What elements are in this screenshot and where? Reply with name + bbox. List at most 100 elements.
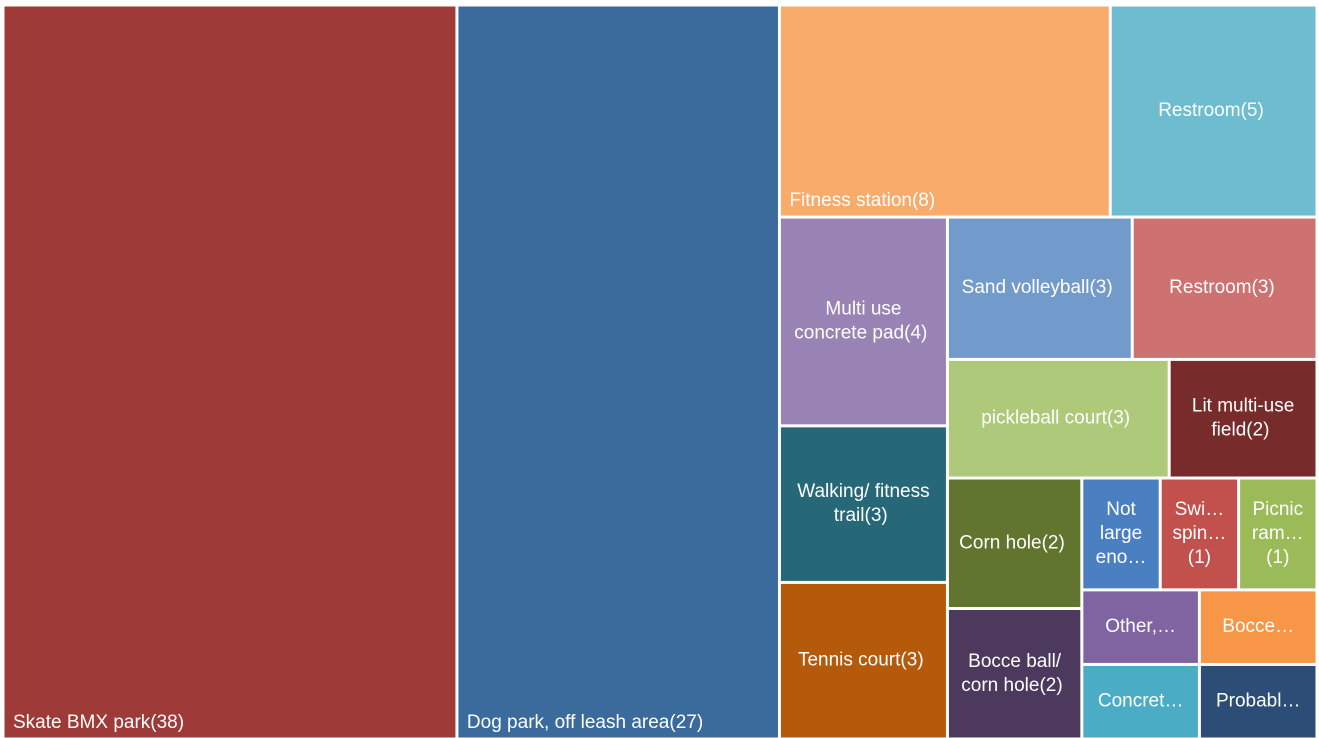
tile-label: Skate BMX park xyxy=(13,712,151,733)
tile-label: Dog park, off leash area xyxy=(467,712,670,733)
tile-label: Corn hole xyxy=(959,532,1041,553)
tile xyxy=(458,6,778,738)
tile xyxy=(780,218,946,425)
tile xyxy=(1083,479,1159,589)
tile-value-label: (3) xyxy=(900,650,923,671)
tile-label-line: Restroom xyxy=(1158,100,1240,121)
tile-value-label: (3) xyxy=(1089,277,1112,298)
tile xyxy=(1240,479,1316,589)
tile-label: Tennis court xyxy=(798,650,901,671)
tile-value-label: (2) xyxy=(1042,532,1065,553)
tile-value-text: (5) xyxy=(1241,100,1264,121)
tile-value-label: (1) xyxy=(1188,547,1211,568)
tile-label: Picnic ram… xyxy=(1252,499,1308,544)
tile-label-line: Restroom xyxy=(1169,277,1251,298)
tile-label: Restroom xyxy=(1169,277,1251,298)
tile-label: Sand volleyball xyxy=(962,277,1090,298)
tile xyxy=(948,360,1168,477)
tile-value-label: (1) xyxy=(1266,547,1289,568)
tile xyxy=(1111,6,1316,216)
tile-label-line: Bocce… xyxy=(1222,616,1294,637)
tile-value-label: (8) xyxy=(912,190,935,211)
tile-label: pickleball court xyxy=(981,408,1107,429)
tile-label-line: ram… xyxy=(1252,523,1304,544)
tile-label-line: Dog park, off leash area xyxy=(467,712,670,733)
tile-value-text: (2) xyxy=(1039,675,1062,696)
tile-label-line: Fitness station xyxy=(789,190,912,211)
tile-value-label: (2) xyxy=(1039,675,1062,696)
tile-value-text: (3) xyxy=(865,505,888,526)
tile xyxy=(948,610,1081,738)
tile-label: Lit multi-use field xyxy=(1192,396,1300,441)
tile xyxy=(948,218,1131,358)
tile-label-line: Bocce ball/ xyxy=(968,651,1066,672)
tile-value-label: (3) xyxy=(1252,277,1275,298)
tile-label: Restroom xyxy=(1158,100,1240,121)
tile-label-line: Lit multi-use xyxy=(1192,396,1300,417)
tile-value-label: (2) xyxy=(1246,420,1269,441)
tile-label: Probabl… xyxy=(1216,691,1301,712)
tile-label-line: Corn hole xyxy=(959,532,1041,553)
tile-label-line: Swi… xyxy=(1175,499,1230,520)
tile-value-label: (3) xyxy=(865,505,888,526)
tile xyxy=(1200,665,1316,738)
tile-value-text: (3) xyxy=(1089,277,1112,298)
tile-value-label: (3) xyxy=(1107,408,1130,429)
tile-label: Multi use concrete pad xyxy=(794,298,906,343)
tile xyxy=(948,479,1081,608)
tile-label-line: Tennis court xyxy=(798,650,901,671)
tile xyxy=(1083,665,1198,738)
tile-value-text: (1) xyxy=(1266,547,1289,568)
tile-value-label: (4) xyxy=(904,322,927,343)
tile xyxy=(4,6,456,738)
tile-value-text: (1) xyxy=(1188,547,1211,568)
tile-value-text: (2) xyxy=(1246,420,1269,441)
tile-value-text: (8) xyxy=(912,190,935,211)
tile-label-line: large xyxy=(1100,523,1148,544)
tile xyxy=(1133,218,1316,358)
tile-label-line: spin… xyxy=(1172,523,1226,544)
tile-label-line: Multi use xyxy=(825,298,906,319)
tile-value-text: (4) xyxy=(904,322,927,343)
tile-label-line: eno… xyxy=(1096,547,1147,568)
tile-value-label: (38) xyxy=(150,712,184,733)
tile-label: Not large eno… xyxy=(1096,499,1148,568)
tile xyxy=(1200,591,1316,663)
tile-value-text: (3) xyxy=(900,650,923,671)
tile-label: Concret… xyxy=(1098,691,1184,712)
tile-label-line: Concret… xyxy=(1098,691,1184,712)
tile xyxy=(1161,479,1238,589)
tile-label-line: pickleball court xyxy=(981,408,1107,429)
tile-label: Other,… xyxy=(1105,616,1176,637)
tile-label-line: Sand volleyball xyxy=(962,277,1090,298)
tile-value-text: (38) xyxy=(150,712,184,733)
tile-value-text: (3) xyxy=(1252,277,1275,298)
tile-label-line: field xyxy=(1211,420,1246,441)
tile-label: Bocce… xyxy=(1222,616,1294,637)
tile-label-line: Picnic xyxy=(1252,499,1308,520)
tile-label-line: Other,… xyxy=(1105,616,1176,637)
tile-label-line: Walking/ fitness xyxy=(797,481,935,502)
tile-label-line: Skate BMX park xyxy=(13,712,151,733)
tile-label: Fitness station xyxy=(789,190,912,211)
tile-label-line: corn hole xyxy=(961,675,1039,696)
tile-label-line: Not xyxy=(1106,499,1141,520)
tile xyxy=(780,427,946,581)
tile xyxy=(780,583,946,738)
tile-label-line: concrete pad xyxy=(794,322,904,343)
tile-label: Swi… spin… xyxy=(1172,499,1229,544)
tile-label-line: Probabl… xyxy=(1216,691,1301,712)
tile-label: Walking/ fitness trail xyxy=(797,481,935,526)
tile-label: Bocce ball/ corn hole xyxy=(961,651,1066,696)
tile-label-line: trail xyxy=(834,505,865,526)
tile-value-text: (3) xyxy=(1107,408,1130,429)
tile-value-text: (2) xyxy=(1042,532,1065,553)
tile-value-text: (27) xyxy=(669,712,703,733)
tile xyxy=(780,6,1109,216)
tile-value-label: (27) xyxy=(669,712,703,733)
tile-value-label: (5) xyxy=(1241,100,1264,121)
tile xyxy=(1083,591,1198,663)
tile xyxy=(1170,360,1316,477)
